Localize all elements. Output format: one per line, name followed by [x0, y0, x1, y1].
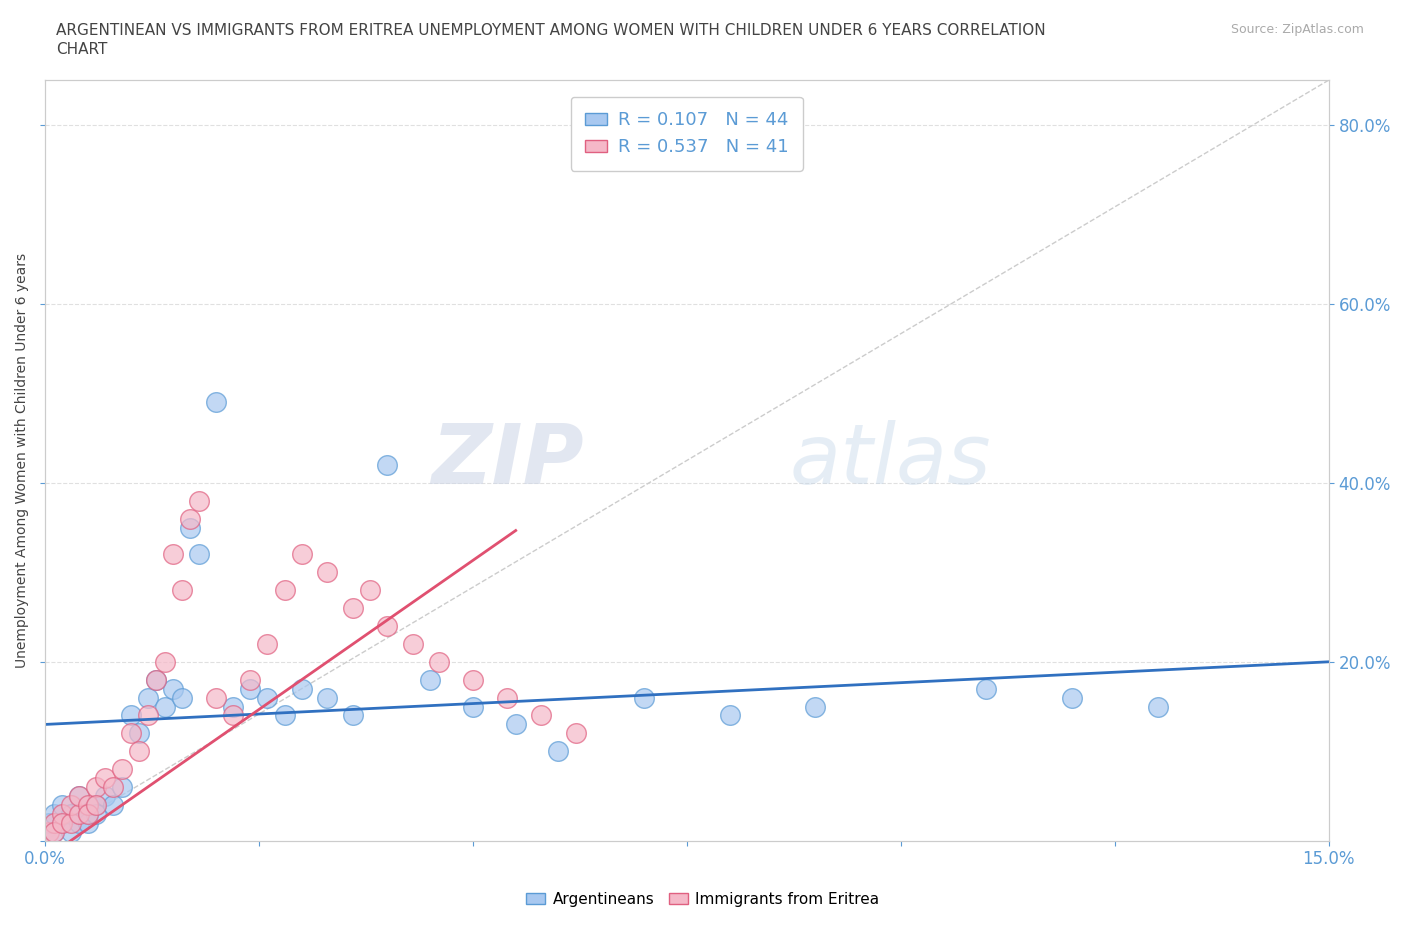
Point: [375, 618, 398, 633]
Point: [103, 798, 125, 813]
Point: [76, 798, 98, 813]
Point: [67, 789, 90, 804]
Point: [145, 672, 167, 687]
Point: [179, 512, 201, 526]
Point: [51, 816, 73, 830]
Point: [342, 708, 364, 723]
Text: atlas: atlas: [790, 420, 991, 501]
Point: [94, 789, 117, 804]
Point: [136, 708, 159, 723]
Point: [153, 655, 176, 670]
Point: [42, 824, 65, 839]
Point: [505, 717, 527, 732]
Point: [170, 583, 193, 598]
Point: [273, 583, 295, 598]
Point: [718, 708, 741, 723]
Point: [222, 699, 245, 714]
Point: [170, 690, 193, 705]
Point: [461, 672, 484, 687]
Point: [67, 806, 90, 821]
Point: [76, 806, 98, 821]
Point: [291, 547, 314, 562]
Point: [375, 458, 398, 472]
Point: [402, 636, 425, 651]
Point: [547, 744, 569, 759]
Point: [256, 690, 278, 705]
Point: [188, 547, 211, 562]
Legend: Argentineans, Immigrants from Eritrea: Argentineans, Immigrants from Eritrea: [520, 886, 886, 913]
Point: [86, 798, 108, 813]
Point: [86, 779, 108, 794]
Point: [145, 672, 167, 687]
Point: [103, 779, 125, 794]
Point: [111, 779, 134, 794]
Point: [59, 824, 82, 839]
Point: [222, 708, 245, 723]
Point: [976, 681, 998, 696]
Point: [86, 798, 108, 813]
Point: [42, 824, 65, 839]
Point: [67, 789, 90, 804]
Text: Source: ZipAtlas.com: Source: ZipAtlas.com: [1230, 23, 1364, 36]
Point: [128, 744, 150, 759]
Legend: R = 0.107   N = 44, R = 0.537   N = 41: R = 0.107 N = 44, R = 0.537 N = 41: [571, 97, 803, 170]
Point: [205, 690, 228, 705]
Point: [179, 520, 201, 535]
Point: [342, 601, 364, 616]
Point: [136, 690, 159, 705]
Point: [461, 699, 484, 714]
Point: [188, 493, 211, 508]
Point: [239, 672, 262, 687]
Point: [120, 726, 142, 741]
Point: [76, 816, 98, 830]
Point: [359, 583, 381, 598]
Point: [419, 672, 441, 687]
Text: ARGENTINEAN VS IMMIGRANTS FROM ERITREA UNEMPLOYMENT AMONG WOMEN WITH CHILDREN UN: ARGENTINEAN VS IMMIGRANTS FROM ERITREA U…: [56, 23, 1046, 38]
Y-axis label: Unemployment Among Women with Children Under 6 years: Unemployment Among Women with Children U…: [15, 253, 30, 668]
Point: [59, 816, 82, 830]
Point: [86, 806, 108, 821]
Point: [291, 681, 314, 696]
Point: [162, 547, 184, 562]
Point: [42, 806, 65, 821]
Point: [111, 762, 134, 777]
Point: [76, 806, 98, 821]
Point: [205, 395, 228, 410]
Point: [316, 565, 339, 579]
Point: [38, 824, 60, 839]
Point: [1146, 699, 1168, 714]
Point: [51, 806, 73, 821]
Point: [94, 771, 117, 786]
Text: CHART: CHART: [56, 42, 108, 57]
Point: [162, 681, 184, 696]
Point: [42, 816, 65, 830]
Point: [51, 798, 73, 813]
Point: [239, 681, 262, 696]
Point: [67, 816, 90, 830]
Point: [427, 655, 450, 670]
Text: ZIP: ZIP: [432, 420, 583, 501]
Point: [128, 726, 150, 741]
Point: [59, 806, 82, 821]
Point: [51, 816, 73, 830]
Point: [530, 708, 553, 723]
Point: [153, 699, 176, 714]
Point: [564, 726, 586, 741]
Point: [316, 690, 339, 705]
Point: [496, 690, 519, 705]
Point: [273, 708, 295, 723]
Point: [120, 708, 142, 723]
Point: [804, 699, 827, 714]
Point: [38, 816, 60, 830]
Point: [59, 798, 82, 813]
Point: [256, 636, 278, 651]
Point: [633, 690, 655, 705]
Point: [1060, 690, 1083, 705]
